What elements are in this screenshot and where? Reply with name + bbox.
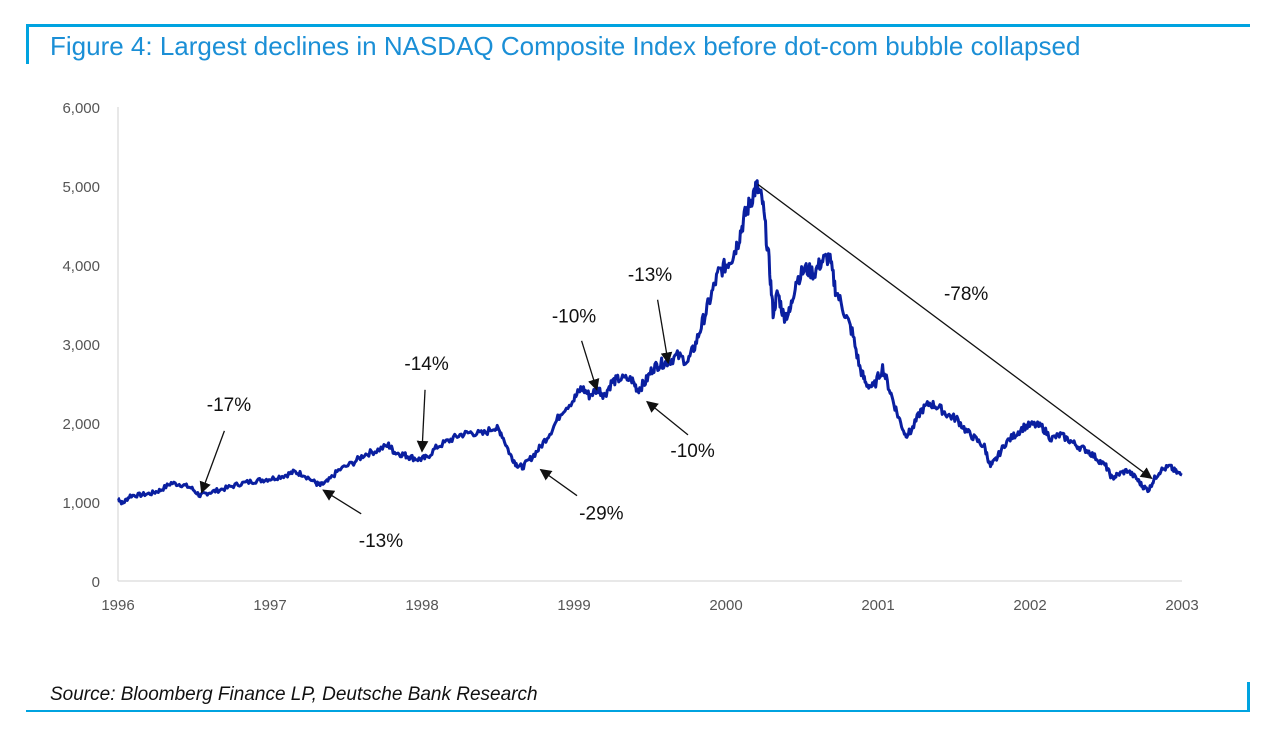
nasdaq-line-chart: 0 1,000 2,000 3,000 4,000 5,000 6,000 1996 1997… (62, 100, 1198, 614)
y-tick-label: 4,000 (62, 258, 100, 275)
x-tick-label: 1997 (253, 597, 286, 614)
annotation-label: -78% (944, 284, 988, 305)
annotation-label: -13% (359, 531, 403, 552)
x-tick-label: 2001 (861, 597, 894, 614)
annotation-label: -29% (579, 503, 623, 524)
annotation-label: -10% (552, 307, 596, 328)
x-tick-label: 2003 (1165, 597, 1198, 614)
x-tick-label: 1998 (405, 597, 438, 614)
footer-rule (26, 710, 1250, 712)
annotation-label: -14% (404, 354, 448, 375)
x-tick-label: 1999 (557, 597, 590, 614)
annotations-group: -17% -13% -14% -29% -10% -13% -10% -78% (199, 183, 1153, 552)
y-tick-label: 5,000 (62, 179, 100, 196)
figure-title: Figure 4: Largest declines in NASDAQ Com… (50, 31, 1081, 61)
annotation-arrow (656, 299, 673, 365)
annotation-arrow (199, 430, 226, 494)
x-tick-label: 1996 (101, 597, 134, 614)
y-axis-ticks: 0 1,000 2,000 3,000 4,000 5,000 6,000 (62, 100, 100, 591)
y-tick-label: 6,000 (62, 100, 100, 117)
footer-accent-bar (1247, 682, 1250, 712)
y-tick-label: 1,000 (62, 495, 100, 512)
header-accent-bar (26, 24, 29, 64)
annotation-arrow (416, 389, 429, 453)
y-tick-label: 2,000 (62, 416, 100, 433)
annotation-arrow (539, 468, 578, 497)
y-tick-label: 3,000 (62, 337, 100, 354)
annotation-label: -13% (628, 265, 672, 286)
annotation-arrow (580, 340, 600, 391)
annotation-arrow (646, 400, 689, 436)
annotation-arrow (757, 183, 1153, 479)
source-note: Source: Bloomberg Finance LP, Deutsche B… (50, 684, 538, 705)
x-tick-label: 2000 (709, 597, 742, 614)
chart-axes (117, 107, 1182, 582)
annotation-arrow (322, 489, 362, 515)
header-rule (26, 24, 1250, 27)
x-tick-label: 2002 (1013, 597, 1046, 614)
annotation-label: -17% (207, 395, 251, 416)
series-group (117, 179, 1183, 506)
nasdaq-series-line (117, 179, 1183, 506)
x-axis-ticks: 1996 1997 1998 1999 2000 2001 2002 2003 (101, 597, 1198, 614)
y-tick-label: 0 (92, 574, 100, 591)
annotation-label: -10% (670, 441, 714, 462)
